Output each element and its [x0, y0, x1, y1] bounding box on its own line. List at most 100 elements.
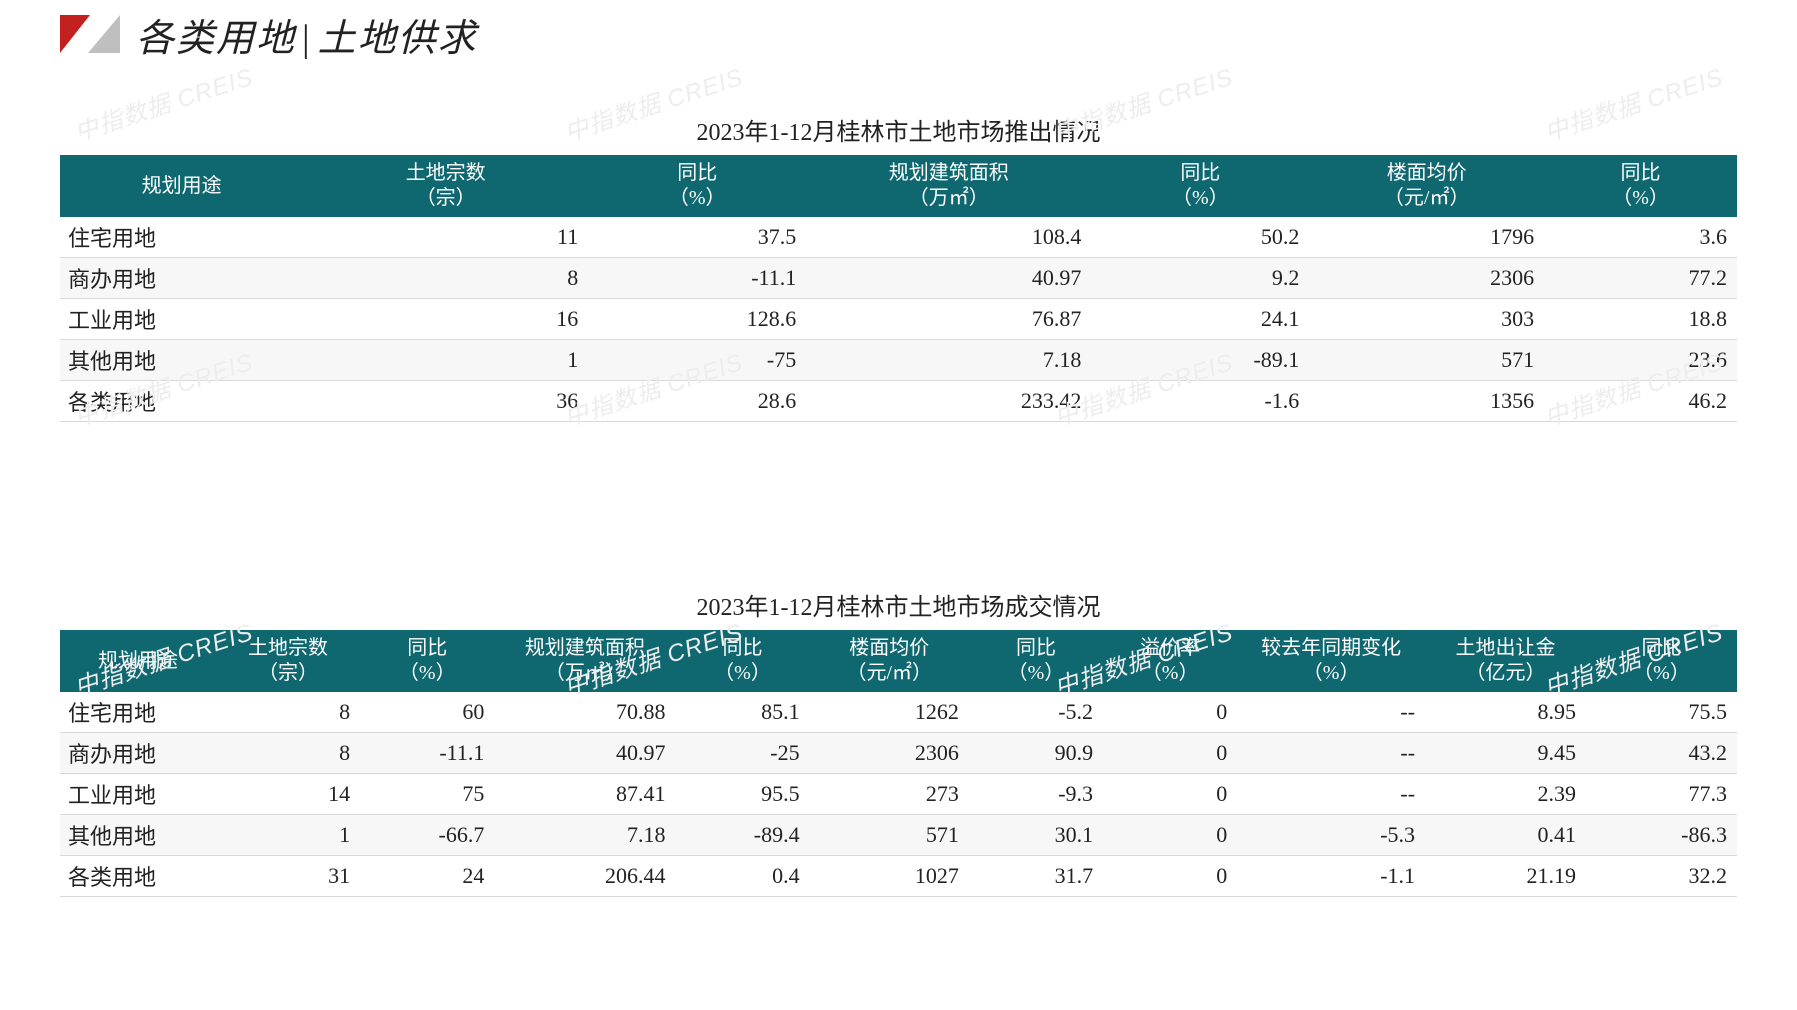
table-cell: 0	[1103, 774, 1237, 815]
table-cell: 70.88	[494, 692, 675, 733]
logo-grey-triangle	[88, 15, 120, 53]
column-header: 同比（%）	[675, 630, 809, 692]
table-cell: 95.5	[675, 774, 809, 815]
table-cell: 28.6	[588, 381, 806, 422]
table-cell: -1.1	[1237, 856, 1425, 897]
table-row: 其他用地1-66.77.18-89.457130.10-5.30.41-86.3	[60, 815, 1737, 856]
table-cell: 2306	[1309, 258, 1544, 299]
column-header: 同比（%）	[1544, 155, 1737, 217]
column-header: 规划建筑面积（万㎡）	[806, 155, 1091, 217]
table1: 规划用途土地宗数（宗）同比（%）规划建筑面积（万㎡）同比（%）楼面均价（元/㎡）…	[60, 155, 1737, 422]
table-cell: 8	[303, 258, 588, 299]
table-cell: 77.2	[1544, 258, 1737, 299]
column-header: 楼面均价（元/㎡）	[810, 630, 969, 692]
table-cell: 1356	[1309, 381, 1544, 422]
table-cell: -11.1	[588, 258, 806, 299]
section-table1: 2023年1-12月桂林市土地市场推出情况 规划用途土地宗数（宗）同比（%）规划…	[60, 112, 1737, 422]
table-cell: 36	[303, 381, 588, 422]
table-cell: 23.6	[1544, 340, 1737, 381]
column-header: 规划建筑面积（万㎡）	[494, 630, 675, 692]
column-header: 规划用途	[60, 155, 303, 217]
table-row: 工业用地16128.676.8724.130318.8	[60, 299, 1737, 340]
table-cell: 1027	[810, 856, 969, 897]
table-cell: -5.2	[969, 692, 1103, 733]
column-header: 土地出让金（亿元）	[1425, 630, 1586, 692]
column-header: 较去年同期变化（%）	[1237, 630, 1425, 692]
table1-title: 2023年1-12月桂林市土地市场推出情况	[60, 112, 1737, 147]
table-cell: 571	[1309, 340, 1544, 381]
title-right: 土地供求	[318, 18, 478, 60]
table-cell: 43.2	[1586, 733, 1737, 774]
table-cell: -66.7	[360, 815, 494, 856]
table-row: 其他用地1-757.18-89.157123.6	[60, 340, 1737, 381]
table-cell: 3.6	[1544, 217, 1737, 258]
table-cell: 46.2	[1544, 381, 1737, 422]
table-cell: 128.6	[588, 299, 806, 340]
table-cell: --	[1237, 692, 1425, 733]
table-cell: 2.39	[1425, 774, 1586, 815]
table-row: 住宅用地1137.5108.450.217963.6	[60, 217, 1737, 258]
table-cell: -5.3	[1237, 815, 1425, 856]
column-header: 同比（%）	[1586, 630, 1737, 692]
table-cell: 9.2	[1091, 258, 1309, 299]
table-row: 住宅用地86070.8885.11262-5.20--8.9575.5	[60, 692, 1737, 733]
table-cell: -9.3	[969, 774, 1103, 815]
table-cell: -11.1	[360, 733, 494, 774]
table-cell: 303	[1309, 299, 1544, 340]
table-cell: 16	[303, 299, 588, 340]
table-cell: 50.2	[1091, 217, 1309, 258]
table-cell: -1.6	[1091, 381, 1309, 422]
table-cell: 0.4	[675, 856, 809, 897]
table-cell: 77.3	[1586, 774, 1737, 815]
table-cell: 其他用地	[60, 815, 216, 856]
table2: 规划用途土地宗数（宗）同比（%）规划建筑面积（万㎡）同比（%）楼面均价（元/㎡）…	[60, 630, 1737, 897]
logo-red-triangle	[60, 15, 90, 53]
table-cell: 各类用地	[60, 381, 303, 422]
column-header: 同比（%）	[969, 630, 1103, 692]
table-cell: 1796	[1309, 217, 1544, 258]
table-cell: 1	[303, 340, 588, 381]
table-cell: 40.97	[806, 258, 1091, 299]
table2-title: 2023年1-12月桂林市土地市场成交情况	[60, 587, 1737, 622]
table-cell: 60	[360, 692, 494, 733]
table-cell: 273	[810, 774, 969, 815]
table-cell: 住宅用地	[60, 692, 216, 733]
column-header: 土地宗数（宗）	[216, 630, 360, 692]
table-cell: 7.18	[806, 340, 1091, 381]
table-cell: 0.41	[1425, 815, 1586, 856]
table-cell: 0	[1103, 733, 1237, 774]
table-cell: 11	[303, 217, 588, 258]
column-header: 同比（%）	[360, 630, 494, 692]
column-header: 楼面均价（元/㎡）	[1309, 155, 1544, 217]
table-cell: 8.95	[1425, 692, 1586, 733]
table-cell: 24.1	[1091, 299, 1309, 340]
page: 各类用地|土地供求 中指数据 CREIS中指数据 CREIS中指数据 CREIS…	[0, 0, 1797, 1010]
section-table2: 2023年1-12月桂林市土地市场成交情况 规划用途土地宗数（宗）同比（%）规划…	[60, 587, 1737, 897]
table-cell: 206.44	[494, 856, 675, 897]
table-cell: 1262	[810, 692, 969, 733]
table-cell: -25	[675, 733, 809, 774]
table-cell: 各类用地	[60, 856, 216, 897]
page-header: 各类用地|土地供求	[60, 0, 1737, 68]
table-cell: 31.7	[969, 856, 1103, 897]
title-left: 各类用地	[136, 18, 296, 60]
table-cell: 工业用地	[60, 774, 216, 815]
column-header: 同比（%）	[588, 155, 806, 217]
table-cell: 85.1	[675, 692, 809, 733]
table-cell: 7.18	[494, 815, 675, 856]
title-separator: |	[296, 17, 318, 61]
table-cell: 0	[1103, 856, 1237, 897]
table-cell: 2306	[810, 733, 969, 774]
page-title: 各类用地|土地供求	[136, 7, 478, 62]
table-cell: 75	[360, 774, 494, 815]
table-cell: 1	[216, 815, 360, 856]
table-cell: --	[1237, 733, 1425, 774]
table-cell: 31	[216, 856, 360, 897]
table-cell: 0	[1103, 815, 1237, 856]
table-cell: 工业用地	[60, 299, 303, 340]
table-row: 商办用地8-11.140.979.2230677.2	[60, 258, 1737, 299]
table-cell: 9.45	[1425, 733, 1586, 774]
table-cell: 18.8	[1544, 299, 1737, 340]
column-header: 规划用途	[60, 630, 216, 692]
table-cell: 90.9	[969, 733, 1103, 774]
